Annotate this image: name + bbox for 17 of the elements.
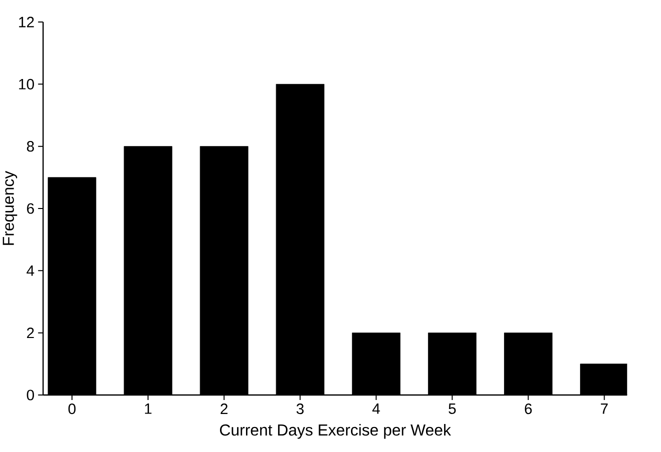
x-tick-label: 3 (296, 404, 304, 414)
x-tick-label: 2 (220, 404, 228, 414)
y-tick-label: 10 (19, 78, 34, 90)
x-tick-label: 7 (600, 404, 608, 414)
y-axis-title: Frequency (2, 170, 18, 245)
x-tick-label: 1 (145, 404, 152, 414)
x-tick-label: 4 (372, 404, 380, 414)
x-tick-label: 5 (448, 404, 456, 414)
y-tick-label: 6 (27, 203, 34, 214)
y-tick-label: 2 (27, 328, 34, 338)
x-tick-label: 0 (68, 404, 76, 414)
x-axis-title: Current Days Exercise per Week (220, 424, 452, 439)
x-tick-label: 6 (524, 404, 532, 414)
y-tick-label: 0 (26, 390, 34, 400)
y-tick-label: 12 (19, 16, 34, 28)
y-tick-label: 4 (26, 266, 34, 276)
y-tick-label: 8 (26, 141, 34, 152)
